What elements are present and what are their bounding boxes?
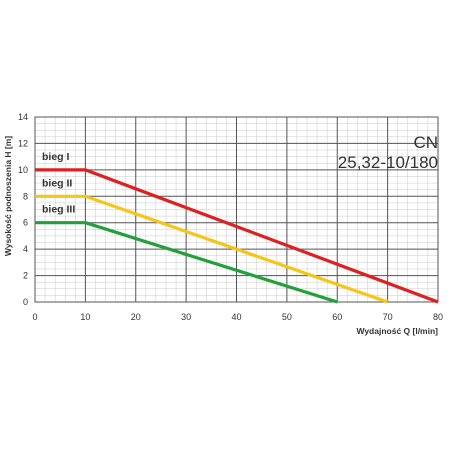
x-tick-label: 70: [383, 312, 393, 322]
major-grid: [34, 116, 439, 303]
x-tick-label: 20: [131, 312, 141, 322]
y-tick-label: 10: [18, 165, 28, 175]
series-label-1: bieg I: [42, 151, 70, 163]
y-tick-label: 2: [23, 271, 28, 281]
y-tick-label: 8: [23, 191, 28, 201]
series-line-2: [35, 194, 389, 304]
chart-title: CN: [413, 133, 438, 152]
series-lines: [35, 168, 439, 304]
x-tick-label: 0: [32, 312, 37, 322]
x-tick-label: 40: [231, 312, 241, 322]
y-tick-label: 12: [18, 138, 28, 148]
tick-labels: 0 10 20 30 40 50 60 70 80 0 2 4 6 8 10 12 14: [18, 112, 443, 322]
chart-subtitle: 25,32-10/180: [338, 153, 438, 172]
series-label-3: bieg III: [42, 204, 75, 216]
y-axis-label: Wysokość podnoszenia H [m]: [3, 136, 13, 256]
series-labels: bieg I bieg II bieg III: [42, 151, 75, 216]
x-tick-label: 50: [282, 312, 292, 322]
x-tick-label: 10: [80, 312, 90, 322]
y-tick-label: 14: [18, 112, 28, 122]
x-tick-label: 30: [181, 312, 191, 322]
series-label-2: bieg II: [42, 177, 72, 189]
y-tick-label: 4: [23, 244, 28, 254]
plot-frame: [34, 116, 439, 303]
x-tick-label: 60: [332, 312, 342, 322]
x-axis-label: Wydajność Q [l/min]: [356, 326, 438, 336]
y-tick-label: 6: [23, 218, 28, 228]
series-line-1: [35, 168, 439, 304]
x-tick-label: 80: [433, 312, 443, 322]
y-tick-label: 0: [23, 297, 28, 307]
series-line-3: [35, 221, 338, 304]
